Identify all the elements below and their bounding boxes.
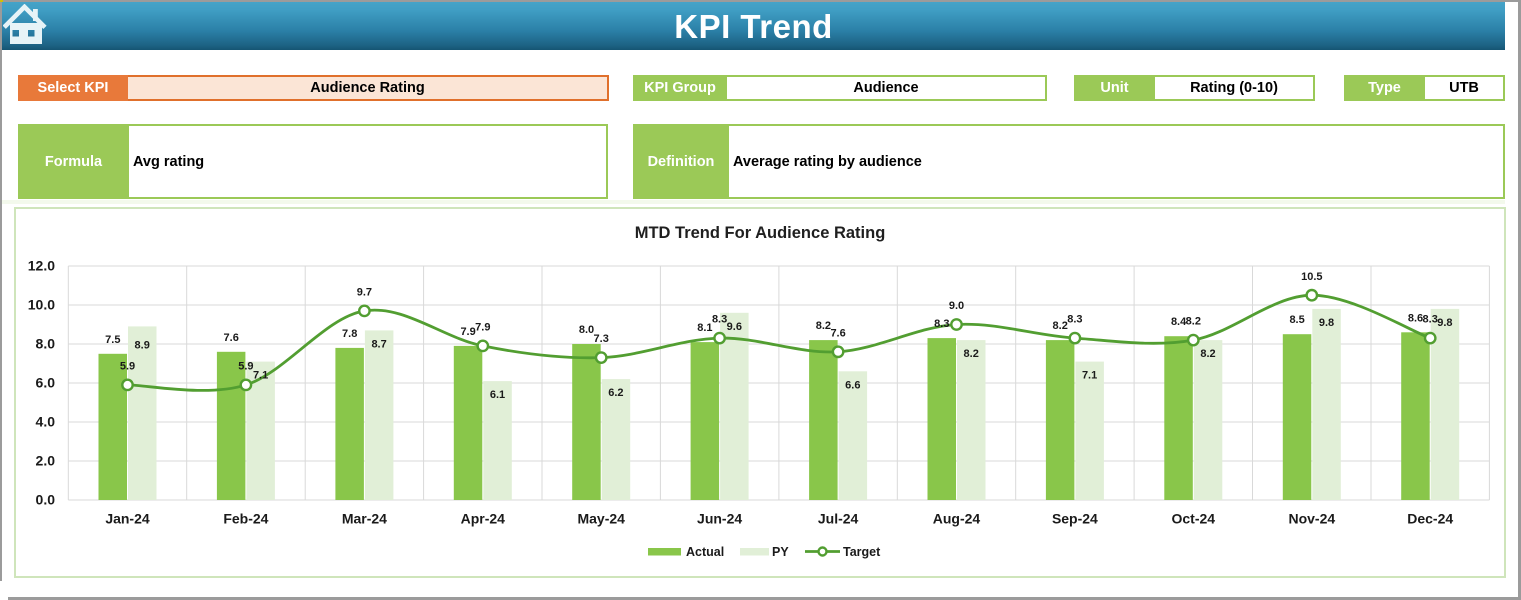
svg-text:Jun-24: Jun-24: [697, 511, 742, 527]
svg-text:7.3: 7.3: [594, 333, 609, 345]
svg-text:8.0: 8.0: [36, 336, 56, 352]
svg-text:Sep-24: Sep-24: [1052, 511, 1098, 527]
svg-text:6.2: 6.2: [608, 387, 623, 399]
svg-text:Aug-24: Aug-24: [933, 511, 981, 527]
svg-text:7.9: 7.9: [475, 321, 490, 333]
svg-text:4.0: 4.0: [36, 414, 56, 430]
svg-text:Oct-24: Oct-24: [1172, 511, 1216, 527]
svg-text:7.6: 7.6: [224, 332, 239, 344]
svg-text:8.3: 8.3: [934, 318, 949, 330]
svg-text:7.1: 7.1: [1082, 370, 1097, 382]
svg-text:8.7: 8.7: [371, 338, 386, 350]
svg-text:May-24: May-24: [577, 511, 625, 527]
svg-text:8.2: 8.2: [1186, 316, 1201, 328]
svg-text:8.2: 8.2: [1200, 348, 1215, 360]
svg-text:9.7: 9.7: [357, 286, 372, 298]
svg-text:5.9: 5.9: [238, 360, 253, 372]
svg-text:Apr-24: Apr-24: [461, 511, 506, 527]
svg-text:Target: Target: [843, 545, 881, 559]
svg-text:8.3: 8.3: [1423, 314, 1438, 326]
svg-text:PY: PY: [772, 545, 789, 559]
svg-text:8.6: 8.6: [1408, 312, 1423, 324]
svg-text:6.1: 6.1: [490, 389, 505, 401]
svg-text:10.0: 10.0: [28, 297, 55, 313]
svg-text:8.3: 8.3: [712, 314, 727, 326]
svg-text:7.5: 7.5: [105, 334, 120, 346]
svg-text:Jan-24: Jan-24: [105, 511, 150, 527]
svg-text:9.6: 9.6: [727, 321, 742, 333]
svg-text:6.0: 6.0: [36, 375, 56, 391]
svg-text:Feb-24: Feb-24: [223, 511, 268, 527]
svg-text:2.0: 2.0: [36, 453, 56, 469]
svg-text:9.0: 9.0: [949, 300, 964, 312]
svg-text:8.4: 8.4: [1171, 316, 1187, 328]
svg-text:7.1: 7.1: [253, 370, 268, 382]
svg-text:9.8: 9.8: [1437, 317, 1452, 329]
svg-text:9.8: 9.8: [1319, 317, 1334, 329]
svg-text:5.9: 5.9: [120, 360, 135, 372]
svg-text:0.0: 0.0: [36, 492, 56, 508]
svg-text:Dec-24: Dec-24: [1407, 511, 1453, 527]
svg-text:7.9: 7.9: [460, 326, 475, 338]
svg-text:Mar-24: Mar-24: [342, 511, 387, 527]
svg-text:8.3: 8.3: [1067, 314, 1082, 326]
svg-text:8.1: 8.1: [697, 322, 712, 334]
svg-text:8.5: 8.5: [1289, 314, 1304, 326]
svg-text:8.2: 8.2: [1053, 320, 1068, 332]
svg-text:7.8: 7.8: [342, 328, 357, 340]
svg-text:8.2: 8.2: [964, 348, 979, 360]
svg-text:8.2: 8.2: [816, 320, 831, 332]
svg-text:8.9: 8.9: [135, 339, 150, 351]
svg-text:6.6: 6.6: [845, 379, 860, 391]
svg-text:10.5: 10.5: [1301, 271, 1322, 283]
svg-text:Jul-24: Jul-24: [818, 511, 859, 527]
svg-text:Nov-24: Nov-24: [1288, 511, 1335, 527]
svg-text:Actual: Actual: [686, 545, 724, 559]
svg-text:8.0: 8.0: [579, 324, 594, 336]
svg-text:7.6: 7.6: [830, 327, 845, 339]
svg-text:12.0: 12.0: [28, 258, 55, 274]
